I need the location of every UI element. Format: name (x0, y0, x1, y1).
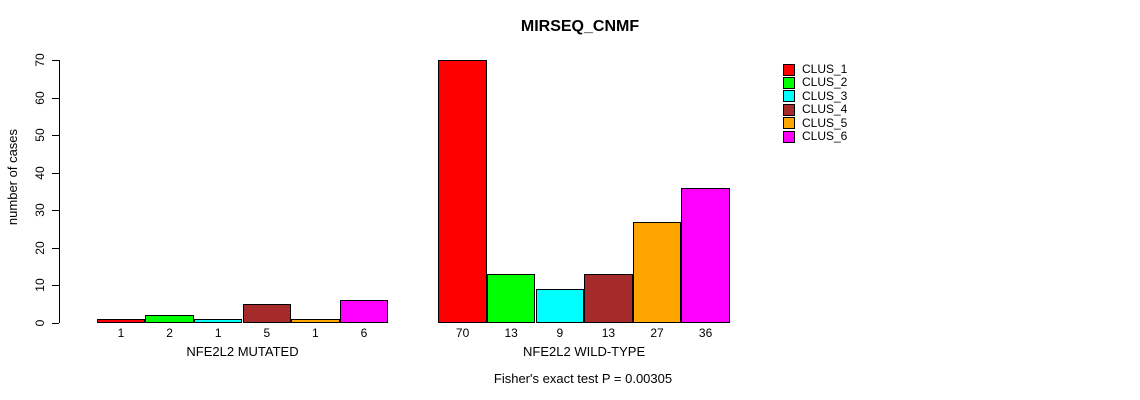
bar-value-label: 9 (556, 326, 564, 340)
chart-title: MIRSEQ_CNMF (520, 18, 640, 35)
y-axis-tick-label: 30 (33, 203, 47, 217)
bar-clus_4-wildtype (584, 274, 633, 323)
y-axis-tick-label: 20 (33, 241, 47, 255)
bar-clus_1-mutated (96, 319, 146, 323)
bar-clus_3-mutated (193, 319, 243, 323)
legend-label: CLUS_1 (802, 62, 848, 76)
legend-swatch-icon (783, 103, 795, 116)
legend-item-clus_3: CLUS_3 (783, 88, 848, 103)
bar-value-label: 1 (312, 326, 319, 340)
legend-item-clus_4: CLUS_4 (783, 103, 847, 116)
legend-label: CLUS_3 (802, 88, 848, 103)
bar-value-label: 70 (455, 326, 470, 340)
y-axis-tick-label: 40 (33, 166, 47, 180)
bar-clus_4-mutated (242, 304, 292, 323)
x-group-label: NFE2L2 MUTATED (186, 344, 299, 359)
legend-item-clus_5: CLUS_5 (783, 115, 848, 130)
y-axis-tick-label: 70 (33, 53, 47, 67)
bar-value-label: 6 (360, 326, 368, 340)
legend-item-clus_6: CLUS_6 (783, 130, 847, 143)
y-axis-tick (52, 323, 59, 324)
bar-value-label: 5 (263, 326, 271, 340)
bar-value-label: 2 (166, 326, 173, 340)
legend-label: CLUS_6 (802, 129, 848, 144)
bar-value-label: 27 (650, 326, 664, 340)
fisher-test-annotation: Fisher's exact test P = 0.00305 (493, 371, 673, 386)
y-axis-tick (52, 285, 59, 287)
bar-clus_1-wildtype (438, 60, 487, 323)
bar-value-label: 1 (214, 326, 222, 340)
y-axis-tick-label: 10 (33, 278, 47, 293)
y-axis-tick (52, 210, 59, 212)
y-axis-tick (52, 247, 59, 249)
bar-value-label: 13 (504, 326, 518, 340)
bar-clus_6-wildtype (681, 187, 730, 323)
bar-value-label: 13 (601, 326, 616, 340)
legend-label: CLUS_5 (802, 115, 848, 130)
y-axis-title: number of cases (5, 128, 20, 226)
legend-item-clus_2: CLUS_2 (783, 76, 847, 89)
y-axis-tick (52, 172, 59, 174)
y-axis-tick-label: 50 (33, 128, 47, 142)
bar-clus_3-wildtype (535, 289, 585, 323)
legend-swatch-icon (783, 90, 795, 103)
y-axis-tick-label: 0 (33, 319, 47, 327)
x-group-label: NFE2L2 WILD-TYPE (523, 344, 646, 359)
bar-clus_5-wildtype (632, 221, 682, 323)
legend-label: CLUS_4 (802, 102, 848, 117)
bar-clus_2-wildtype (486, 274, 536, 323)
legend-swatch-icon (783, 130, 795, 143)
y-axis-tick-label: 60 (33, 90, 47, 105)
y-axis-tick (52, 60, 59, 61)
bar-value-label: 1 (117, 326, 125, 340)
bar-value-label: 36 (698, 326, 713, 340)
bar-clus_2-mutated (145, 315, 194, 323)
y-axis-tick (52, 135, 59, 137)
legend-swatch-icon (783, 76, 795, 89)
legend-swatch-icon (783, 63, 795, 76)
bar-clus_6-mutated (339, 300, 389, 323)
bar-clus_5-mutated (291, 319, 340, 323)
legend-item-clus_1: CLUS_1 (783, 63, 847, 76)
legend-label: CLUS_2 (802, 75, 848, 90)
legend-swatch-icon (783, 117, 795, 130)
y-axis-line (59, 60, 60, 323)
y-axis-tick (52, 97, 59, 99)
